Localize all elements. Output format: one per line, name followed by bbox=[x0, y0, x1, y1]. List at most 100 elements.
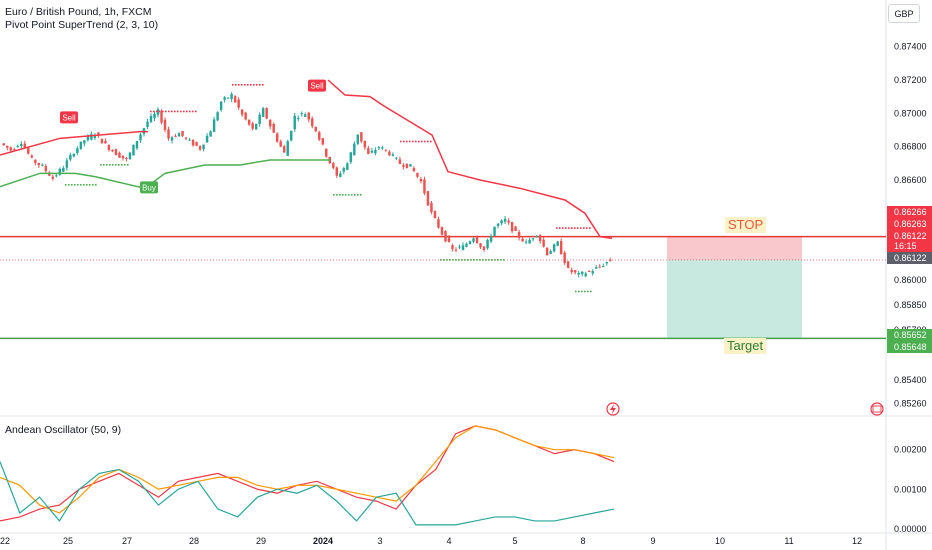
pivot-dot bbox=[121, 164, 123, 166]
pivot-dot bbox=[400, 140, 402, 143]
candle-body bbox=[437, 219, 440, 228]
pivot-dot bbox=[195, 110, 197, 113]
candle-body bbox=[111, 149, 114, 152]
candle-body bbox=[609, 260, 612, 262]
candle-body bbox=[325, 148, 328, 157]
candle-body bbox=[37, 162, 41, 166]
pivot-dot bbox=[418, 140, 420, 143]
pivot-dot bbox=[174, 110, 176, 113]
candle-body bbox=[160, 111, 163, 123]
pivot-dot bbox=[467, 259, 469, 261]
pivot-dot bbox=[95, 184, 97, 186]
signal-tag-buy bbox=[140, 181, 158, 194]
pivot-dot bbox=[406, 140, 408, 143]
candle-body bbox=[139, 134, 142, 141]
pivot-dot bbox=[427, 140, 429, 143]
candle-body bbox=[370, 150, 374, 153]
pivot-dot bbox=[342, 194, 344, 196]
candle-body bbox=[170, 137, 174, 141]
currency-selector[interactable]: GBP bbox=[888, 4, 920, 23]
pivot-dot bbox=[124, 164, 126, 166]
pivot-dot bbox=[584, 290, 586, 293]
candle-body bbox=[395, 157, 398, 159]
candle-body bbox=[216, 112, 219, 121]
pivot-dot bbox=[503, 259, 505, 261]
pivot-dot bbox=[348, 194, 350, 196]
price-badge-label: 16:15 bbox=[894, 241, 917, 251]
price-badge bbox=[887, 240, 932, 252]
pivot-dot bbox=[106, 164, 108, 166]
candle-body bbox=[27, 148, 30, 154]
candle-body bbox=[493, 226, 496, 236]
time-tick-label: 3 bbox=[377, 536, 382, 546]
pivot-dot bbox=[578, 290, 580, 293]
candle-body bbox=[293, 115, 296, 130]
pivot-dot bbox=[559, 227, 561, 229]
pivot-dot bbox=[180, 110, 182, 113]
pivot-dot bbox=[77, 184, 79, 186]
candle-body bbox=[272, 123, 275, 133]
pivot-dot bbox=[403, 140, 405, 143]
candle-body bbox=[191, 140, 195, 146]
candle-body bbox=[230, 93, 233, 100]
pivot-dot bbox=[165, 110, 167, 113]
stop-zone bbox=[667, 236, 802, 260]
pivot-dot bbox=[415, 140, 417, 143]
candle-body bbox=[289, 130, 293, 141]
pivot-dot bbox=[575, 290, 577, 293]
pivot-dot bbox=[482, 259, 484, 261]
candle-body bbox=[107, 145, 111, 151]
candle-body bbox=[97, 132, 100, 136]
pivot-dot bbox=[92, 184, 94, 186]
candle-body bbox=[6, 145, 9, 148]
calendar-glyph bbox=[872, 405, 882, 413]
time-tick-label: 27 bbox=[122, 536, 132, 546]
pivot-dot bbox=[497, 259, 499, 261]
pivot-dot bbox=[262, 84, 264, 86]
pivot-dot bbox=[574, 227, 576, 229]
candle-body bbox=[209, 131, 212, 137]
pivot-dot bbox=[562, 227, 564, 229]
pivot-dot bbox=[80, 184, 82, 186]
candle-body bbox=[226, 97, 230, 99]
price-tick-label: 0.86800 bbox=[894, 142, 927, 152]
candle-body bbox=[20, 143, 23, 147]
pivot-dot bbox=[449, 259, 451, 261]
candle-body bbox=[149, 115, 153, 122]
candle-body bbox=[465, 243, 468, 247]
candle-body bbox=[51, 176, 55, 179]
pivot-dot bbox=[424, 140, 426, 143]
candle-body bbox=[524, 241, 528, 243]
candle-body bbox=[198, 146, 202, 150]
candle-body bbox=[570, 269, 573, 273]
candle-body bbox=[146, 121, 149, 127]
pivot-dot bbox=[186, 110, 188, 113]
candle-body bbox=[447, 237, 451, 243]
candle-body bbox=[545, 247, 549, 256]
candle-body bbox=[367, 148, 370, 154]
pivot-dot bbox=[109, 164, 111, 166]
candle-body bbox=[233, 96, 237, 103]
candle-body bbox=[195, 141, 198, 146]
candle-body bbox=[444, 231, 447, 242]
candle-body bbox=[72, 154, 76, 157]
pivot-dot bbox=[74, 184, 76, 186]
pivot-dot bbox=[235, 84, 237, 86]
pivot-dot bbox=[452, 259, 454, 261]
pivot-dot bbox=[259, 84, 261, 86]
pivot-dot bbox=[253, 84, 255, 86]
candle-body bbox=[377, 147, 381, 149]
candle-body bbox=[468, 241, 472, 245]
pivot-dot bbox=[241, 84, 243, 86]
candle-body bbox=[100, 138, 104, 144]
candle-body bbox=[318, 132, 321, 140]
price-badge bbox=[887, 341, 932, 353]
candle-body bbox=[496, 223, 500, 226]
candle-body bbox=[591, 271, 594, 274]
candle-body bbox=[587, 270, 591, 272]
candle-body bbox=[265, 108, 268, 119]
candle-body bbox=[34, 159, 37, 164]
candle-body bbox=[412, 168, 416, 172]
candle-body bbox=[360, 132, 363, 142]
